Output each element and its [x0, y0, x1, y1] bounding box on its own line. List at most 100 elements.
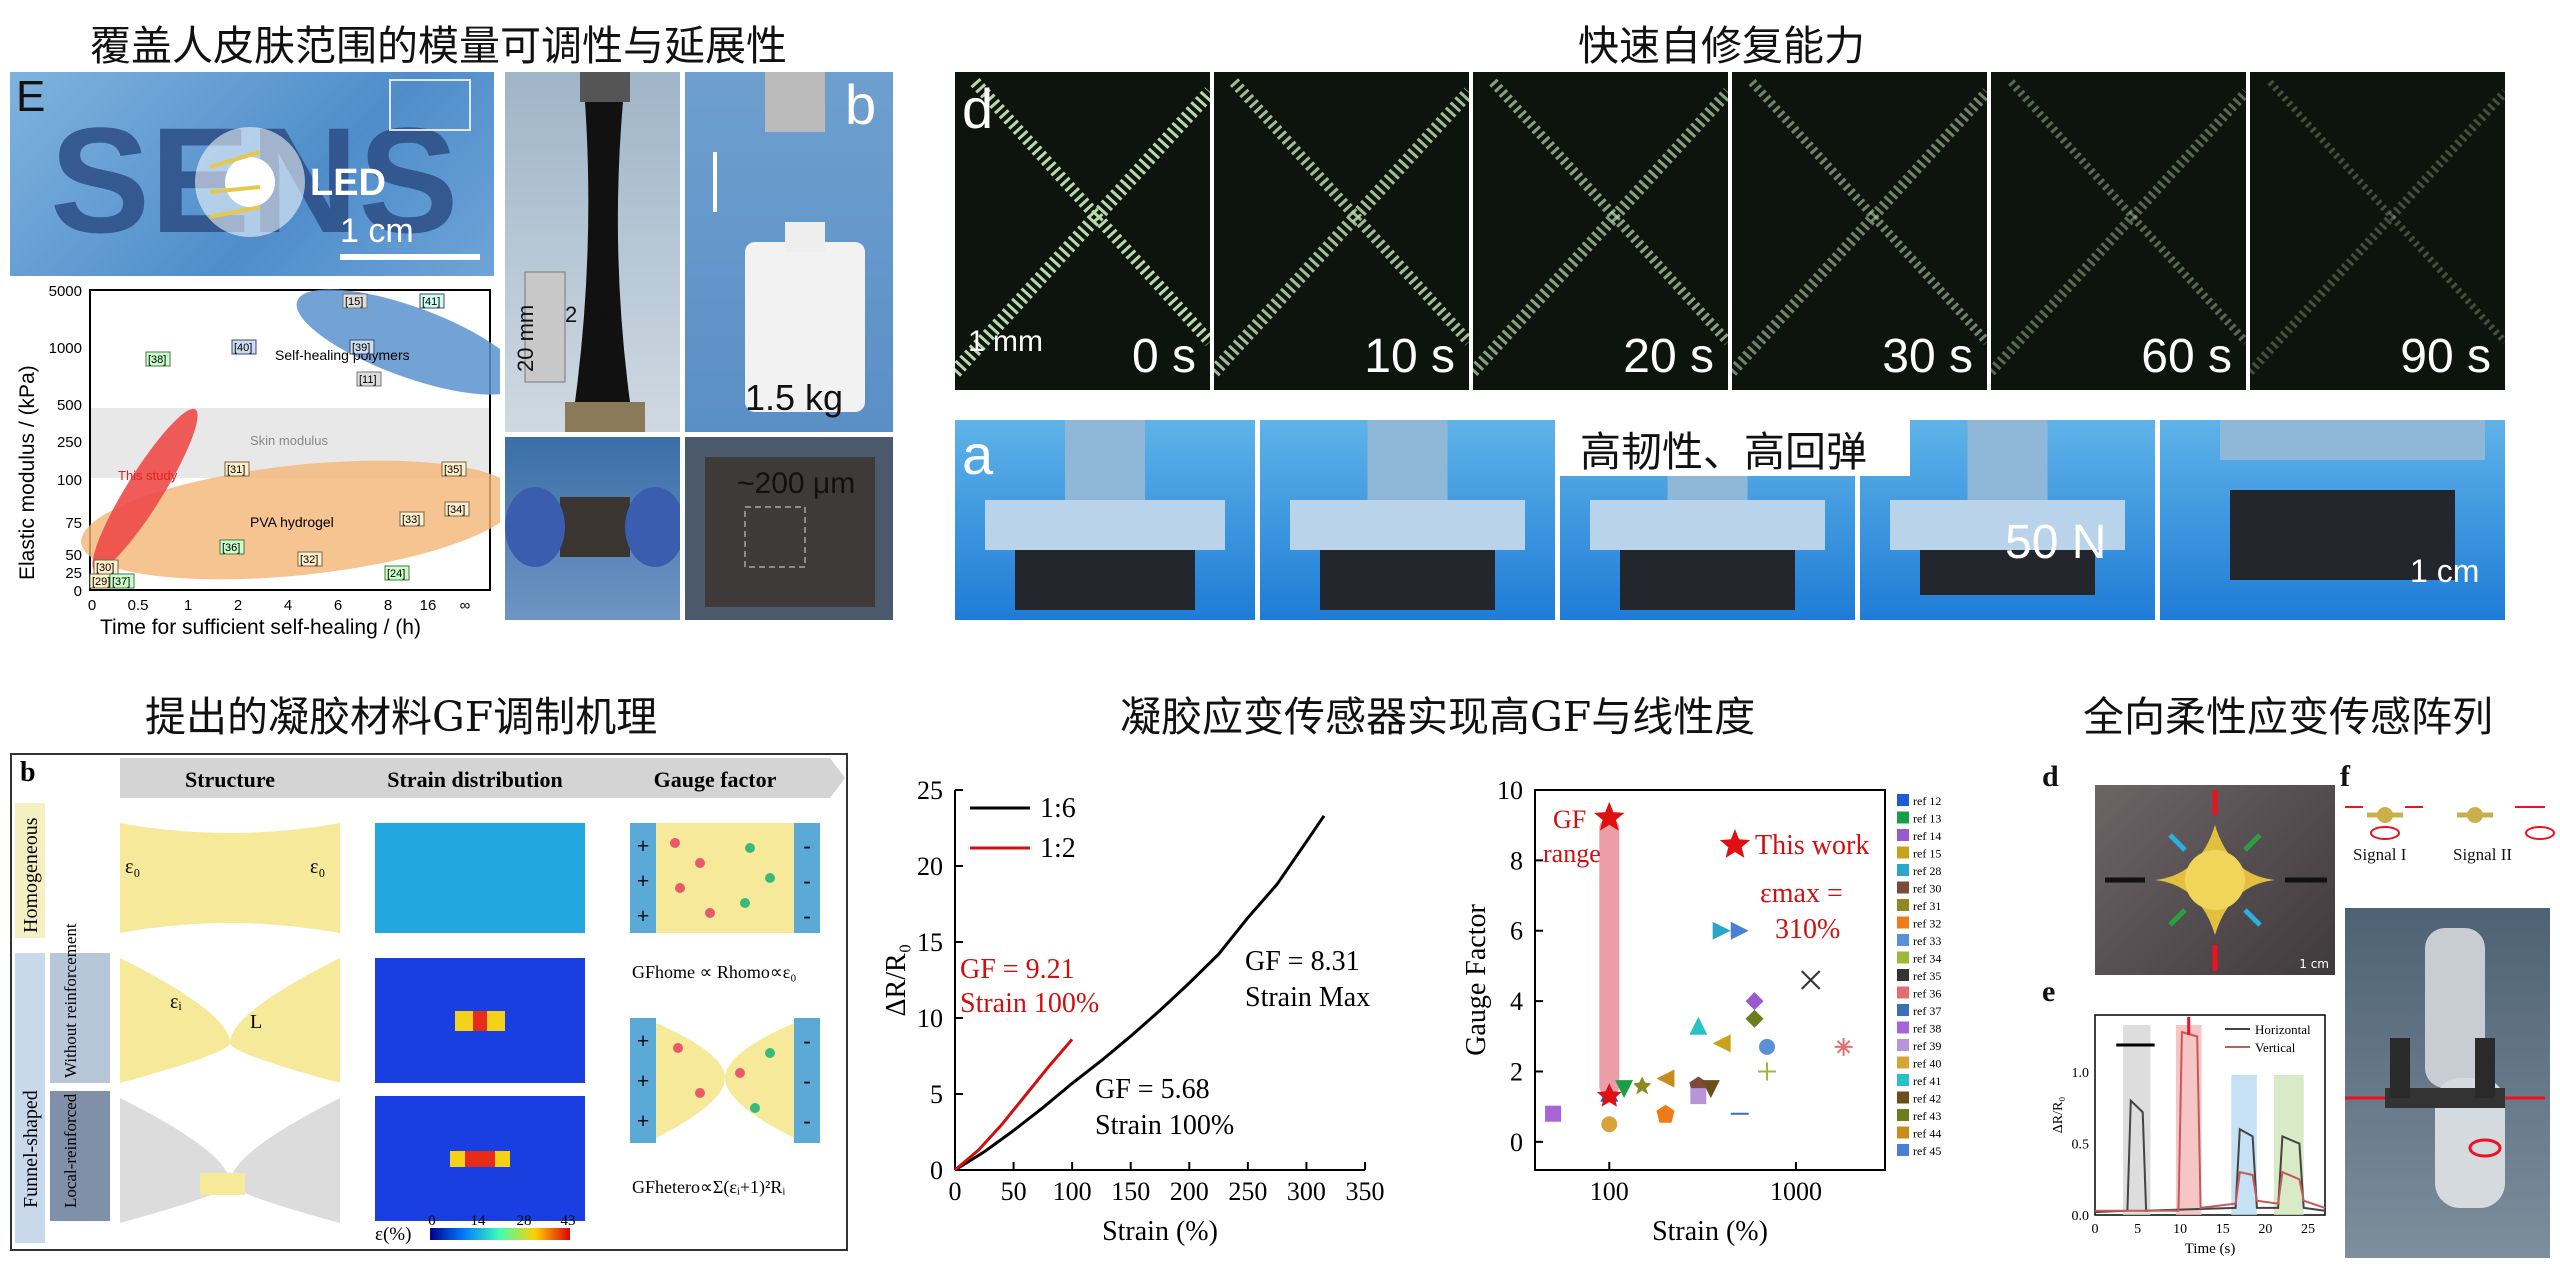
weight-label: 1.5 kg	[745, 377, 844, 418]
series-line-1:2	[954, 1038, 1074, 1172]
data-point-ref-36	[1834, 1037, 1853, 1056]
legend-label: 1:6	[1040, 793, 1076, 824]
legend-label: ref 39	[1913, 1039, 1941, 1053]
y-tick-label: 0.5	[2072, 1138, 2090, 1153]
series-line-1:6	[954, 814, 1326, 1172]
ref-tag: [34]	[447, 504, 465, 516]
legend-label: ref 12	[1913, 794, 1941, 808]
legend-label: ref 42	[1913, 1092, 1941, 1106]
colorbar-tick: 14	[471, 1213, 487, 1229]
annotation-gf-red: GF = 9.21	[960, 954, 1075, 985]
ref-tag: [31]	[227, 464, 245, 476]
legend-label: ref 14	[1913, 829, 1941, 843]
legend-star	[1719, 829, 1751, 858]
legend-label: ref 40	[1913, 1057, 1941, 1071]
colorbar-tick: 43	[561, 1213, 576, 1229]
minus-sign: -	[803, 1068, 810, 1093]
x-tick-label: 150	[1111, 1177, 1150, 1206]
data-point-ref-14	[1745, 992, 1764, 1011]
x-tick-label: 0	[2092, 1222, 2099, 1237]
colorbar-tick: 0	[428, 1213, 436, 1229]
data-point-ref-13	[1615, 1080, 1634, 1099]
plus-sign: +	[637, 903, 650, 928]
data-point-ref-33	[1759, 1038, 1776, 1055]
led-label: LED	[310, 162, 386, 204]
y-tick-label: 0	[930, 1156, 943, 1185]
legend-marker	[1897, 864, 1909, 876]
ref-tag: [24]	[387, 568, 405, 580]
annotation-gf-100: GF = 5.68	[1095, 1074, 1210, 1105]
x-tick-label: 50	[1001, 1177, 1027, 1206]
heal-scale-label: 1 mm	[968, 325, 1043, 358]
legend-marker	[1897, 829, 1909, 841]
region-this-study	[92, 408, 198, 572]
y-tick: 1000	[49, 340, 82, 357]
region-pva	[81, 460, 500, 580]
legend-label: ref 34	[1913, 952, 1941, 966]
header-gauge: Gauge factor	[654, 767, 777, 792]
compression-frame	[2160, 420, 2505, 620]
ref-tag: [15]	[345, 296, 363, 308]
legend-marker	[1897, 1039, 1909, 1051]
data-point-ref-42	[1701, 1080, 1720, 1099]
ref-tag: [32]	[300, 554, 318, 566]
x-tick-label: 25	[2301, 1222, 2315, 1237]
strain-response-chart: 0 50 100 150 200 250 300 350 0 5 10 15 20 25 Strain (%…	[881, 776, 1385, 1247]
x-tick-label: 100	[1053, 1177, 1092, 1206]
healing-frame: 10 s	[1214, 72, 1469, 390]
data-point-ref-35	[1801, 970, 1821, 990]
y-tick-label: 25	[917, 776, 943, 805]
x-tick-label: 350	[1346, 1177, 1385, 1206]
ref-tag: [30]	[96, 562, 114, 574]
data-point-ref-34	[1758, 1062, 1777, 1081]
modulus-chart: Self-healing polymers Skin modulus PVA h…	[16, 283, 500, 639]
y-tick: 100	[57, 472, 82, 489]
section-title-modulus: 覆盖人皮肤范围的模量可调性与延展性	[90, 22, 787, 70]
legend-label: ref 30	[1913, 882, 1941, 896]
colorbar-label: ε(%)	[375, 1224, 411, 1245]
self-healing-strip: 0 s 10 s 20 s 30 s 60 s 90 s	[955, 72, 2505, 392]
led-photo: SENS E LED 1 cm	[10, 72, 494, 276]
data-point-ref-40	[1601, 1116, 1618, 1133]
legend-marker	[1897, 846, 1909, 859]
legend-marker	[1897, 1004, 1909, 1016]
colorbar-tick: 28	[517, 1213, 532, 1229]
y-axis-label: Gauge Factor	[1461, 904, 1492, 1056]
y-tick: 5000	[49, 283, 82, 300]
row-funnel: Funnel-shaped	[20, 1090, 42, 1208]
led-scale-label: 1 cm	[340, 212, 414, 250]
x-tick-label: 20	[2258, 1222, 2272, 1237]
plus-sign: +	[637, 868, 650, 893]
annotation-strain-red: Strain 100%	[960, 988, 1099, 1019]
legend-marker	[1897, 1021, 1909, 1034]
legend-label: ref 13	[1913, 812, 1941, 826]
legend-label: ref 45	[1913, 1144, 1941, 1158]
legend-label: ref 43	[1913, 1109, 1941, 1123]
x-tick-label: 250	[1228, 1177, 1267, 1206]
y-tick: 250	[57, 434, 82, 451]
dim-horizontal: 2 mm	[565, 302, 620, 327]
x-tick: 1	[184, 597, 192, 614]
minus-sign: -	[803, 1108, 810, 1133]
legend-label: Horizontal	[2255, 1022, 2311, 1037]
region-self-healing	[296, 289, 500, 395]
x-tick-label: 10	[2173, 1222, 2187, 1237]
plus-sign: +	[637, 833, 650, 858]
ref-tag: [35]	[444, 464, 462, 476]
x-tick: 6	[334, 597, 342, 614]
this-work-point-low	[1596, 1083, 1622, 1107]
x-axis-label: Strain (%)	[1652, 1216, 1768, 1247]
ref-tag: [11]	[359, 374, 377, 386]
label-skin: Skin modulus	[250, 433, 329, 448]
time-label: 0 s	[1131, 330, 1196, 383]
legend-label: ref 38	[1913, 1022, 1941, 1036]
this-work-point	[1594, 801, 1625, 831]
healing-frame: 30 s	[1732, 72, 1987, 390]
x-tick: 0	[88, 597, 96, 614]
ref-tag: [37]	[112, 576, 130, 588]
stretch-photo-1	[505, 437, 680, 620]
panel-letter-b-top: b	[845, 73, 877, 136]
y-tick: 75	[65, 515, 82, 532]
x-tick: ∞	[460, 597, 471, 614]
x-tick-label: 15	[2216, 1222, 2230, 1237]
